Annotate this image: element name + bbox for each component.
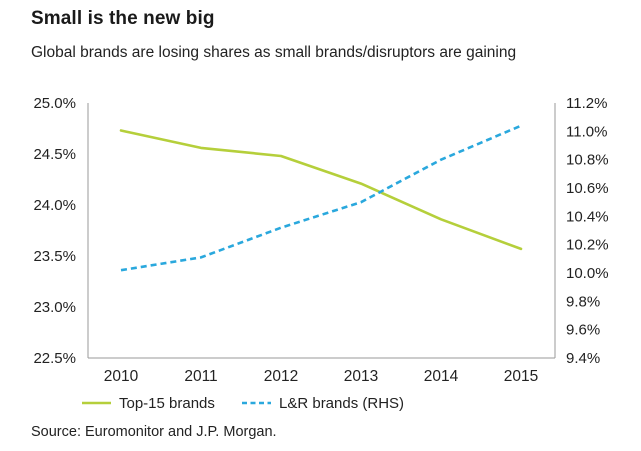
x-tick-label: 2013 bbox=[344, 368, 378, 385]
left-tick-label: 23.5% bbox=[33, 248, 76, 265]
x-tick-label: 2010 bbox=[104, 368, 139, 385]
legend: Top-15 brands L&R brands (RHS) bbox=[82, 395, 404, 412]
x-axis-ticks: 2010 2011 2012 2013 2014 2015 bbox=[104, 368, 538, 385]
top15-brands-series-line bbox=[119, 129, 523, 251]
series-lines bbox=[119, 124, 523, 272]
right-tick-label: 10.0% bbox=[566, 265, 609, 282]
lr-brands-series-line bbox=[120, 124, 522, 272]
chart-subtitle: Global brands are losing shares as small… bbox=[31, 44, 517, 61]
axes bbox=[87, 103, 556, 359]
right-tick-label: 11.0% bbox=[566, 123, 607, 140]
legend-label: L&R brands (RHS) bbox=[279, 395, 404, 412]
x-tick-label: 2012 bbox=[264, 368, 298, 385]
left-tick-label: 22.5% bbox=[33, 350, 76, 367]
right-tick-label: 10.2% bbox=[566, 237, 609, 254]
right-tick-label: 10.8% bbox=[566, 152, 609, 169]
source-note: Source: Euromonitor and J.P. Morgan. bbox=[31, 424, 277, 440]
right-tick-label: 11.2% bbox=[566, 95, 607, 112]
left-tick-label: 23.0% bbox=[33, 299, 76, 316]
right-tick-label: 9.8% bbox=[566, 293, 600, 310]
left-tick-label: 24.5% bbox=[33, 146, 76, 163]
left-axis-ticks: 22.5% 23.0% 23.5% 24.0% 24.5% 25.0% bbox=[33, 95, 76, 367]
right-tick-label: 10.4% bbox=[566, 208, 609, 225]
left-tick-label: 24.0% bbox=[33, 197, 76, 214]
legend-label: Top-15 brands bbox=[119, 395, 215, 412]
right-tick-label: 9.4% bbox=[566, 350, 600, 367]
chart-title: Small is the new big bbox=[31, 8, 215, 29]
x-tick-label: 2014 bbox=[424, 368, 459, 385]
x-tick-label: 2011 bbox=[184, 368, 217, 385]
right-tick-label: 10.6% bbox=[566, 180, 609, 197]
left-tick-label: 25.0% bbox=[33, 95, 76, 112]
x-tick-label: 2015 bbox=[504, 368, 538, 385]
right-axis-ticks: 9.4% 9.6% 9.8% 10.0% 10.2% 10.4% 10.6% 10.8% 11.… bbox=[566, 95, 609, 367]
right-tick-label: 9.6% bbox=[566, 322, 600, 339]
